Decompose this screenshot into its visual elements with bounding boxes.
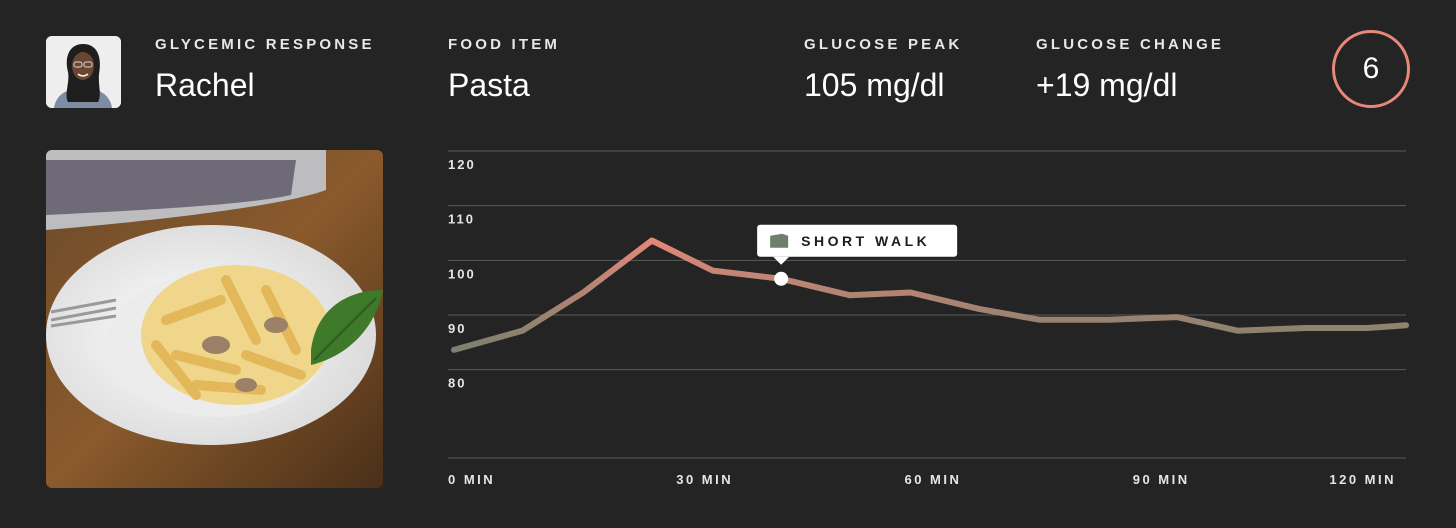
glucose-peak-label: GLUCOSE PEAK <box>804 36 963 53</box>
annotation-pointer <box>773 256 790 265</box>
x-tick-label: 120 MIN <box>1329 472 1396 487</box>
y-tick-label: 80 <box>448 376 466 391</box>
person-photo <box>46 36 121 108</box>
annotation-box <box>757 224 958 257</box>
x-tick-label: 60 MIN <box>904 472 961 487</box>
glucose-change-value: +19 mg/dl <box>1036 67 1178 103</box>
glycemic-response-label: GLYCEMIC RESPONSE <box>155 36 375 53</box>
x-tick-label: 30 MIN <box>676 472 733 487</box>
x-tick-label: 90 MIN <box>1133 472 1190 487</box>
glucose-peak-value: 105 mg/dl <box>804 67 945 103</box>
y-tick-label: 110 <box>448 212 475 227</box>
annotation-marker <box>774 271 789 286</box>
glucose-change-label: GLUCOSE CHANGE <box>1036 36 1225 53</box>
food-item-label: FOOD ITEM <box>448 36 561 53</box>
food-item-value: Pasta <box>448 67 530 103</box>
person-name: Rachel <box>155 67 255 103</box>
annotation-label: SHORT WALK <box>801 233 930 249</box>
glucose-chart: 120 110 100 90 80 0 MIN 30 MIN 60 MIN 90 MIN 120… <box>448 150 1409 487</box>
food-photo <box>46 150 383 488</box>
score-badge: 6 <box>1332 30 1410 108</box>
x-tick-label: 0 MIN <box>448 472 495 487</box>
y-tick-label: 100 <box>448 266 476 281</box>
walk-flag-icon <box>770 233 789 248</box>
y-tick-label: 90 <box>448 321 466 336</box>
y-tick-label: 120 <box>448 157 476 172</box>
glucose-series-line <box>451 237 1409 353</box>
avatar <box>46 36 121 108</box>
